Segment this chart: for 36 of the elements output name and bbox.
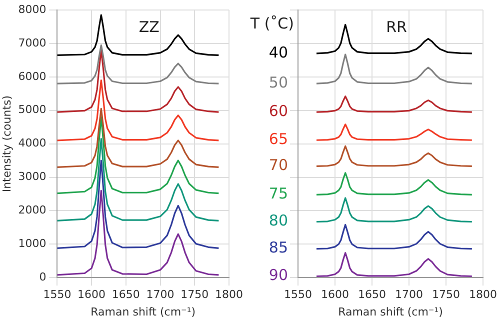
y-tick-label: 3000 bbox=[18, 170, 46, 184]
series-label: 40 bbox=[268, 43, 288, 62]
x-tick-label: 1700 bbox=[395, 288, 423, 302]
x-tick-label: 1600 bbox=[78, 288, 106, 302]
legend-title: T (˚C) bbox=[249, 14, 294, 32]
x-tick-label: 1800 bbox=[215, 288, 244, 302]
x-axis-title: Raman shift (cm⁻¹) bbox=[90, 305, 196, 318]
x-tick-label: 1650 bbox=[112, 288, 140, 302]
y-tick-label: 8000 bbox=[18, 2, 46, 16]
x-tick-label: 1600 bbox=[321, 288, 349, 302]
y-tick-label: 6000 bbox=[18, 70, 46, 83]
series-label: 60 bbox=[268, 102, 288, 120]
x-tick-label: 1550 bbox=[43, 288, 72, 302]
x-tick-label: 1650 bbox=[358, 288, 386, 302]
x-tick-label: 1750 bbox=[432, 288, 460, 302]
series-label: 80 bbox=[268, 212, 288, 230]
x-tick-label: 1800 bbox=[469, 288, 498, 302]
y-axis-title: Intensity (counts) bbox=[0, 95, 14, 192]
series-label: 50 bbox=[268, 73, 288, 92]
y-tick-label: 7000 bbox=[18, 36, 46, 50]
y-tick-label: 1000 bbox=[18, 237, 46, 250]
series-label: 75 bbox=[268, 184, 288, 203]
x-axis-title: Raman shift (cm⁻¹) bbox=[338, 305, 443, 318]
text: ZZ bbox=[138, 18, 160, 36]
x-tick-label: 1550 bbox=[284, 288, 312, 302]
y-tick-label: 0 bbox=[39, 270, 46, 284]
y-tick-label: 4000 bbox=[18, 136, 46, 150]
text: RR bbox=[386, 18, 407, 36]
x-tick-label: 1750 bbox=[180, 288, 209, 302]
series-label: 90 bbox=[268, 266, 288, 284]
series-label: 85 bbox=[268, 238, 288, 257]
series-label: 70 bbox=[268, 156, 288, 174]
x-tick-label: 1700 bbox=[146, 288, 174, 302]
series-label: 65 bbox=[268, 130, 288, 148]
y-tick-label: 5000 bbox=[18, 103, 46, 116]
y-tick-label: 2000 bbox=[18, 204, 46, 217]
